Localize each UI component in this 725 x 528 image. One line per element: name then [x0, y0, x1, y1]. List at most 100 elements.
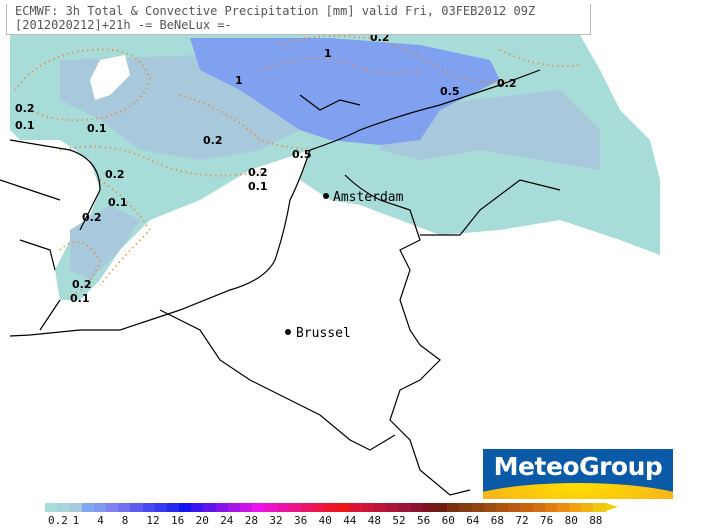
contour-label: 1: [235, 74, 243, 87]
legend-swatch: [313, 503, 326, 512]
legend-swatch: [215, 503, 228, 512]
legend-label: 24: [220, 514, 234, 527]
contour-label: 0.2: [82, 211, 102, 224]
legend-swatch: [240, 503, 253, 512]
legend-swatch: [447, 503, 460, 512]
contour-label: 0.1: [87, 122, 107, 135]
legend-swatch: [276, 503, 289, 512]
legend-label: 80: [564, 514, 578, 527]
legend-swatch: [142, 503, 155, 512]
contour-label: 0.1: [70, 292, 90, 305]
legend-swatch: [483, 503, 496, 512]
legend-swatch: [45, 503, 58, 512]
legend-swatch: [118, 503, 131, 512]
title-line-2: [2012020212]+21h -= BeNeLux =-: [15, 18, 232, 32]
legend-label: 48: [367, 514, 382, 527]
contour-label: 0.1: [15, 119, 35, 132]
precip-field-blue: [190, 38, 500, 145]
legend-swatch: [191, 503, 204, 512]
contour-label: 0.1: [108, 196, 128, 209]
legend-label: 76: [540, 514, 554, 527]
contour-label: 0.5: [440, 85, 460, 98]
legend-label: 1: [72, 514, 80, 527]
sun-arc-icon: [483, 483, 673, 499]
legend-swatch: [361, 503, 375, 512]
legend-swatch: [374, 503, 387, 512]
legend-swatch: [69, 503, 82, 512]
city-label: Brussel: [296, 326, 351, 341]
legend-swatch: [508, 503, 521, 512]
legend-arrow-icon: [605, 503, 618, 511]
legend-label: 32: [269, 514, 283, 527]
legend-swatch: [386, 503, 399, 512]
legend-swatch: [532, 503, 545, 512]
city-dot-icon: [323, 193, 329, 199]
contour-label: 1: [324, 47, 332, 60]
legend-label: 68: [490, 514, 505, 527]
legend-swatch: [398, 503, 411, 512]
legend-label: 60: [441, 514, 455, 527]
map-title: ECMWF: 3h Total & Convective Precipitati…: [6, 4, 591, 35]
legend-swatch: [130, 503, 143, 512]
legend-swatch: [154, 503, 167, 512]
legend-label: 88: [589, 514, 603, 527]
city-label: Amsterdam: [333, 190, 404, 205]
legend-swatch: [105, 503, 119, 512]
legend-swatch: [57, 503, 70, 512]
legend-swatch: [593, 503, 606, 512]
legend-label: 40: [318, 514, 332, 527]
legend-label: 16: [171, 514, 185, 527]
contour-labels: 0.2 1 1 0.5 0.2 0.2 0.1 0.1 0.2 0.5 0.2 …: [15, 31, 517, 305]
legend-swatch: [520, 503, 533, 512]
contour-label: 0.5: [292, 148, 312, 161]
legend-label: 56: [417, 514, 431, 527]
legend-label: 12: [146, 514, 160, 527]
legend-label: 44: [343, 514, 357, 527]
contour-lines: [14, 35, 581, 296]
legend-swatch: [435, 503, 448, 512]
legend-swatch: [581, 503, 594, 512]
city-dot-icon: [285, 329, 291, 335]
legend-swatch: [166, 503, 180, 512]
legend-label: 36: [294, 514, 308, 527]
legend-label: 28: [244, 514, 259, 527]
contour-label: 0.2: [203, 134, 223, 147]
contour-label: 0.2: [248, 166, 268, 179]
legend-swatch: [410, 503, 423, 512]
color-legend: [45, 503, 618, 512]
legend-swatch: [495, 503, 509, 512]
legend-swatch: [179, 503, 192, 512]
legend-swatch: [471, 503, 484, 512]
legend-swatch: [422, 503, 435, 512]
legend-swatch: [264, 503, 277, 512]
coastline-borders: [0, 69, 561, 496]
legend-swatch: [556, 503, 570, 512]
legend-swatch: [544, 503, 557, 512]
legend-swatch: [459, 503, 472, 512]
contour-label: 0.2: [105, 168, 125, 181]
legend-swatch: [325, 503, 338, 512]
legend-swatch: [569, 503, 582, 512]
legend-swatch: [349, 503, 362, 512]
legend-label: 72: [515, 514, 529, 527]
legend-swatch: [337, 503, 350, 512]
contour-label: 0.1: [248, 180, 268, 193]
legend-swatch: [300, 503, 314, 512]
city-amsterdam: Amsterdam: [323, 190, 404, 205]
city-brussel: Brussel: [285, 326, 351, 341]
legend-label: 8: [121, 514, 129, 527]
contour-label: 0.2: [497, 77, 517, 90]
legend-label: 64: [466, 514, 480, 527]
legend-label: 0.2: [48, 514, 68, 527]
lake-icon: [90, 55, 130, 100]
contour-label: 0.2: [72, 278, 92, 291]
legend-swatch: [81, 503, 94, 512]
legend-swatch: [252, 503, 265, 512]
legend-swatch: [227, 503, 240, 512]
meteogroup-logo: MeteoGroup: [483, 449, 673, 499]
logo-text: MeteoGroup: [493, 452, 663, 481]
contour-label: 0.2: [15, 102, 35, 115]
legend-swatch: [93, 503, 106, 512]
title-line-1: ECMWF: 3h Total & Convective Precipitati…: [15, 4, 536, 18]
